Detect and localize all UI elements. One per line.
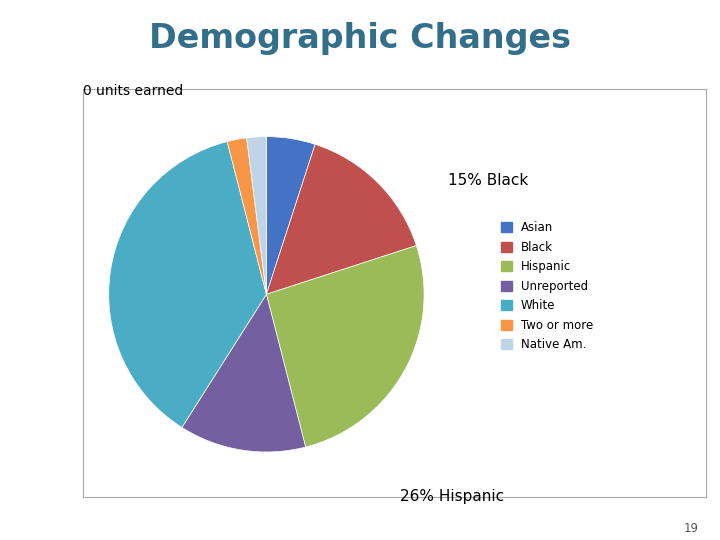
Wedge shape [266,137,315,294]
Text: 26% Hispanic: 26% Hispanic [400,489,505,504]
Wedge shape [266,246,424,447]
Wedge shape [266,144,416,294]
Wedge shape [228,138,266,294]
Text: Demographic Changes: Demographic Changes [149,22,571,55]
Legend: Asian, Black, Hispanic, Unreported, White, Two or more, Native Am.: Asian, Black, Hispanic, Unreported, Whit… [501,221,593,352]
Wedge shape [182,294,305,452]
Wedge shape [247,137,266,294]
Wedge shape [109,141,266,428]
Text: 19: 19 [683,522,698,535]
Text: 0 units earned: 0 units earned [83,84,183,98]
Text: 15% Black: 15% Black [448,173,528,188]
